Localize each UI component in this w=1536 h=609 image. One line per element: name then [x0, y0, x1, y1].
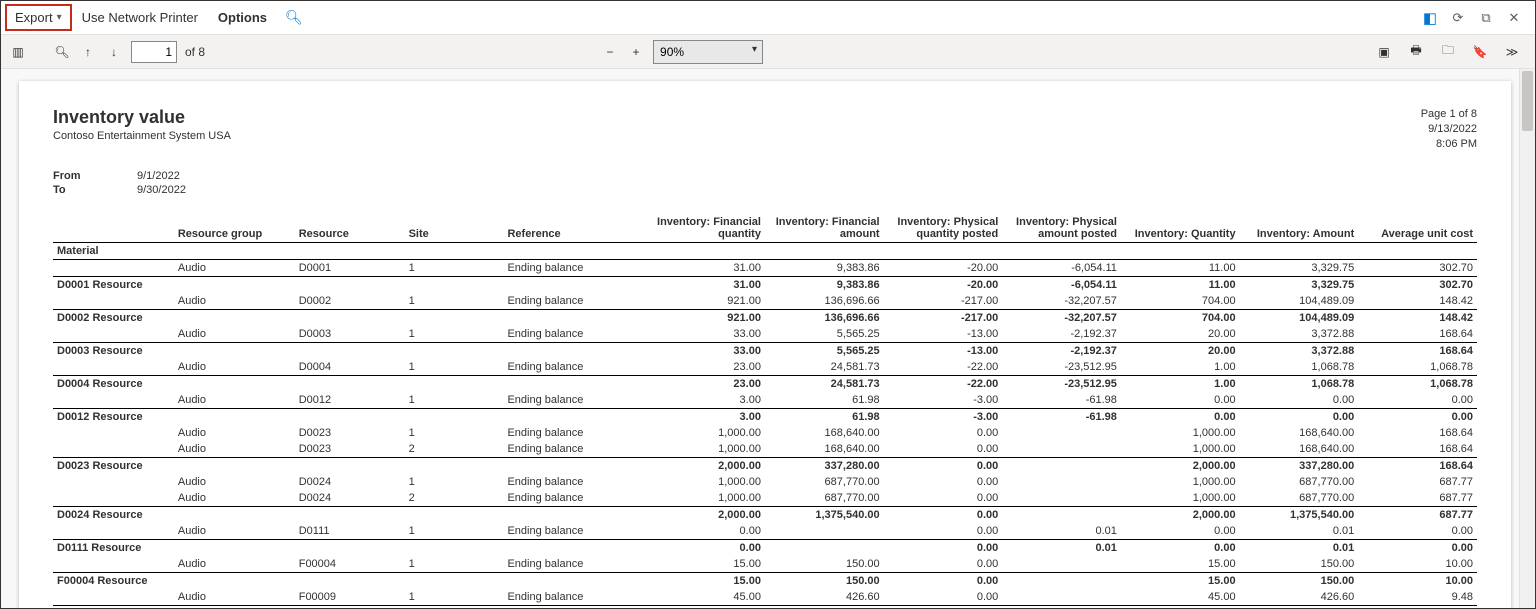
subtotal-label: D0004 Resource: [53, 375, 646, 392]
subtotal-label: F00009 Resource: [53, 605, 646, 608]
close-icon[interactable]: ✕: [1507, 11, 1521, 25]
chevron-down-icon: ▾: [57, 12, 62, 23]
col-resource: Resource: [295, 214, 405, 243]
folder-icon[interactable]: 🗀: [1439, 43, 1457, 61]
subtotal-row: D0023 Resource2,000.00337,280.000.002,00…: [53, 457, 1477, 474]
subtotal-label: D0002 Resource: [53, 309, 646, 326]
export-button[interactable]: Export ▾: [5, 4, 72, 31]
next-page-icon[interactable]: ↓: [105, 43, 123, 61]
table-row: AudioD00041Ending balance23.0024,581.73-…: [53, 359, 1477, 376]
subtotal-label: D0003 Resource: [53, 342, 646, 359]
subtotal-row: F00009 Resource45.00426.600.0045.00426.6…: [53, 605, 1477, 608]
subtotal-label: D0012 Resource: [53, 408, 646, 425]
bookmark-icon[interactable]: 🔖: [1471, 43, 1489, 61]
col-qty: Inventory: Quantity: [1121, 214, 1240, 243]
to-value: 9/30/2022: [137, 184, 186, 196]
page-total-label: of 8: [185, 45, 205, 59]
options-button[interactable]: Options: [208, 4, 277, 31]
subtotal-row: D0012 Resource3.0061.98-3.00-61.980.000.…: [53, 408, 1477, 425]
window-controls: ◧ ⟳ ⧉ ✕: [1423, 11, 1531, 25]
table-row: AudioD00242Ending balance1,000.00687,770…: [53, 490, 1477, 507]
to-label: To: [53, 184, 97, 196]
subtotal-label: D0024 Resource: [53, 506, 646, 523]
table-row: AudioD00231Ending balance1,000.00168,640…: [53, 425, 1477, 441]
table-row: AudioD00021Ending balance921.00136,696.6…: [53, 293, 1477, 310]
table-row: AudioF000091Ending balance45.00426.600.0…: [53, 589, 1477, 606]
subtotal-row: D0111 Resource0.000.000.010.000.010.00: [53, 539, 1477, 556]
table-row: AudioD00241Ending balance1,000.00687,770…: [53, 474, 1477, 490]
col-resource-group: Resource group: [174, 214, 295, 243]
prev-page-icon[interactable]: ↑: [79, 43, 97, 61]
from-label: From: [53, 170, 97, 182]
office-icon[interactable]: ◧: [1423, 11, 1437, 25]
col-fin-amt: Inventory: Financial amount: [765, 214, 884, 243]
page-number-input[interactable]: [131, 41, 177, 63]
material-label: Material: [53, 242, 174, 259]
report-company: Contoso Entertainment System USA: [53, 130, 231, 142]
subtotal-label: F00004 Resource: [53, 572, 646, 589]
refresh-icon[interactable]: ⟳: [1451, 11, 1465, 25]
report-time: 8:06 PM: [1421, 137, 1477, 152]
col-phys-amt: Inventory: Physical amount posted: [1002, 214, 1121, 243]
network-printer-button[interactable]: Use Network Printer: [72, 4, 208, 31]
network-printer-label: Use Network Printer: [82, 10, 198, 25]
find-icon[interactable]: 🔍︎: [53, 43, 71, 61]
report-date: 9/13/2022: [1421, 122, 1477, 137]
table-row: AudioD00232Ending balance1,000.00168,640…: [53, 441, 1477, 458]
col-amt: Inventory: Amount: [1240, 214, 1359, 243]
table-row: AudioD00121Ending balance3.0061.98-3.00-…: [53, 392, 1477, 409]
report-page-label: Page 1 of 8: [1421, 107, 1477, 122]
subtotal-row: D0003 Resource33.005,565.25-13.00-2,192.…: [53, 342, 1477, 359]
col-avg: Average unit cost: [1358, 214, 1477, 243]
col-site: Site: [405, 214, 504, 243]
material-section: Material: [53, 242, 1477, 259]
subtotal-label: D0001 Resource: [53, 276, 646, 293]
subtotal-label: D0111 Resource: [53, 539, 646, 556]
options-label: Options: [218, 10, 267, 25]
report-scroll-region: Inventory value Contoso Entertainment Sy…: [1, 69, 1535, 608]
table-row: AudioD00011Ending balance31.009,383.86-2…: [53, 259, 1477, 276]
print-icon[interactable]: 🖶: [1407, 43, 1425, 61]
subtotal-row: D0024 Resource2,000.001,375,540.000.002,…: [53, 506, 1477, 523]
viewer-toolbar: ▥ 🔍︎ ↑ ↓ of 8 − + ▣ 🖶 🗀 🔖 ≫: [1, 35, 1535, 69]
export-label: Export: [15, 10, 53, 25]
col-fin-qty: Inventory: Financial quantity: [646, 214, 765, 243]
zoom-out-icon[interactable]: −: [601, 43, 619, 61]
more-icon[interactable]: ≫: [1503, 43, 1521, 61]
table-row: AudioF000041Ending balance15.00150.000.0…: [53, 556, 1477, 573]
from-value: 9/1/2022: [137, 170, 180, 182]
zoom-select[interactable]: [653, 40, 763, 64]
report-title: Inventory value: [53, 107, 231, 128]
table-row: AudioD00031Ending balance33.005,565.25-1…: [53, 326, 1477, 343]
subtotal-row: D0002 Resource921.00136,696.66-217.00-32…: [53, 309, 1477, 326]
subtotal-row: F00004 Resource15.00150.000.0015.00150.0…: [53, 572, 1477, 589]
scroll-thumb[interactable]: [1522, 71, 1533, 131]
sidebar-toggle-icon[interactable]: ▥: [9, 43, 27, 61]
zoom-in-icon[interactable]: +: [627, 43, 645, 61]
subtotal-row: D0004 Resource23.0024,581.73-22.00-23,51…: [53, 375, 1477, 392]
table-header-row: Resource group Resource Site Reference I…: [53, 214, 1477, 243]
table-row: AudioD01111Ending balance0.000.000.010.0…: [53, 523, 1477, 540]
vertical-scrollbar[interactable]: [1519, 69, 1535, 608]
command-bar: Export ▾ Use Network Printer Options 🔍︎ …: [1, 1, 1535, 35]
search-icon[interactable]: 🔍︎: [285, 9, 303, 26]
col-phys-qty: Inventory: Physical quantity posted: [884, 214, 1003, 243]
report-page: Inventory value Contoso Entertainment Sy…: [19, 81, 1511, 608]
subtotal-label: D0023 Resource: [53, 457, 646, 474]
present-icon[interactable]: ▣: [1375, 43, 1393, 61]
subtotal-row: D0001 Resource31.009,383.86-20.00-6,054.…: [53, 276, 1477, 293]
report-table: Resource group Resource Site Reference I…: [53, 214, 1477, 608]
popout-icon[interactable]: ⧉: [1479, 11, 1493, 25]
col-reference: Reference: [503, 214, 646, 243]
